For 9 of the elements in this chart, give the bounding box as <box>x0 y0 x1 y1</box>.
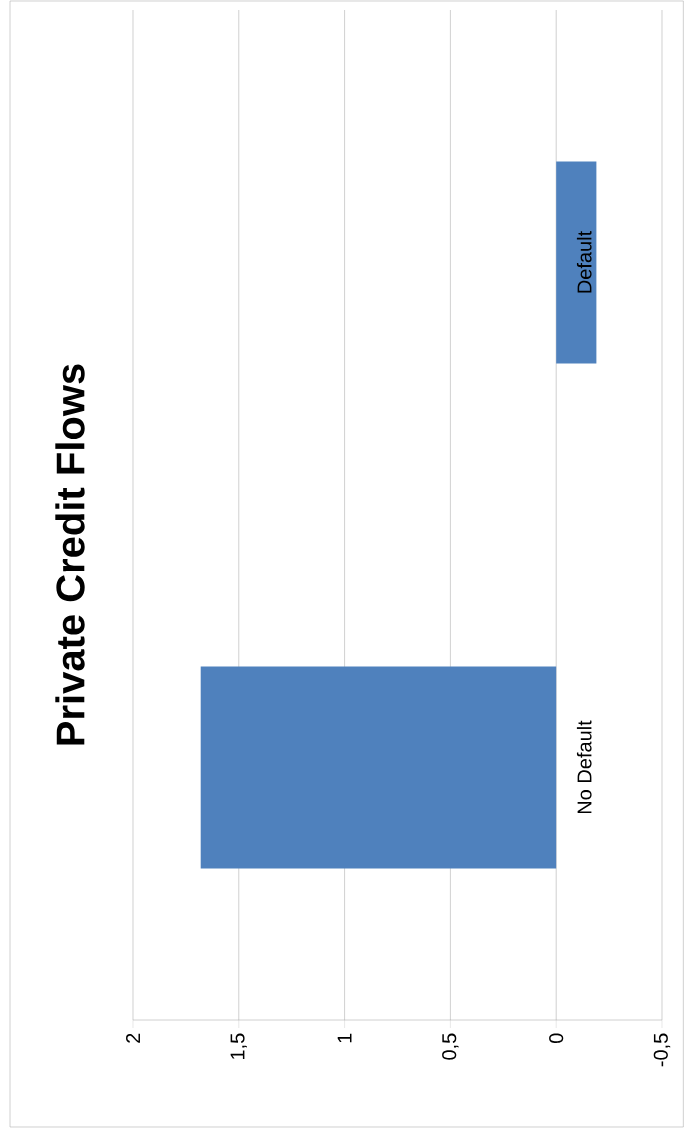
y-tick-label: Default <box>576 230 592 293</box>
x-tick-label: 0,5 <box>442 1033 459 1060</box>
x-tick-label: 1,5 <box>230 1033 247 1059</box>
x-tick-label: 2 <box>126 1033 140 1043</box>
y-tick-label: No Default <box>576 720 592 814</box>
text: Private Credit Flows <box>55 364 85 745</box>
x-tick-label: 0 <box>549 1033 564 1044</box>
x-tick-label: -0,5 <box>653 1033 671 1067</box>
x-tick-label: 1 <box>337 1033 352 1043</box>
